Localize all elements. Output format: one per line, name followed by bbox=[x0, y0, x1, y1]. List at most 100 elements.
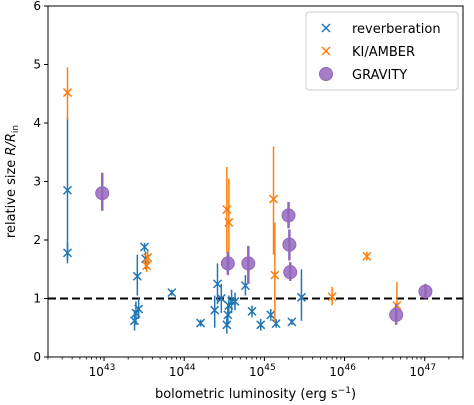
gravity-marker bbox=[418, 284, 433, 299]
x-marker bbox=[142, 261, 152, 271]
gravity-marker bbox=[282, 237, 297, 252]
y-tick-label: 1 bbox=[33, 292, 41, 306]
x-marker bbox=[132, 271, 142, 281]
legend-entry: KI/AMBER bbox=[321, 45, 415, 60]
data-point bbox=[296, 269, 306, 321]
y-tick-label: 0 bbox=[33, 350, 41, 364]
data-point bbox=[196, 318, 206, 328]
data-point bbox=[271, 318, 281, 329]
data-point bbox=[62, 67, 73, 121]
legend-label: GRAVITY bbox=[352, 68, 407, 83]
data-point bbox=[281, 201, 296, 229]
gravity-marker bbox=[220, 256, 235, 271]
data-point bbox=[220, 251, 235, 276]
x-marker bbox=[167, 288, 177, 298]
data-point bbox=[95, 172, 110, 211]
x-marker bbox=[223, 310, 233, 320]
data-point bbox=[389, 304, 404, 325]
gravity-marker bbox=[95, 186, 110, 201]
x-tick-exponent: 43 bbox=[104, 363, 115, 373]
legend-entry: GRAVITY bbox=[319, 67, 407, 83]
data-point bbox=[241, 245, 256, 284]
data-point bbox=[282, 229, 297, 261]
data-point bbox=[222, 166, 232, 253]
x-tick-exponent: 44 bbox=[184, 363, 196, 373]
x-marker bbox=[321, 46, 331, 56]
data-point bbox=[62, 242, 73, 264]
x-marker bbox=[270, 270, 280, 280]
x-tick-label: 1043 bbox=[89, 363, 116, 379]
data-point bbox=[222, 316, 232, 334]
data-point bbox=[283, 262, 298, 281]
legend: reverberation KI/AMBER GRAVITY bbox=[305, 11, 459, 91]
data-point bbox=[132, 254, 142, 296]
x-marker bbox=[62, 185, 73, 195]
y-tick-label: 4 bbox=[33, 116, 41, 130]
data-point bbox=[287, 317, 297, 327]
data-point bbox=[268, 146, 279, 255]
x-marker bbox=[230, 296, 240, 306]
x-marker bbox=[327, 292, 337, 302]
series-gravity bbox=[95, 172, 433, 325]
legend-box bbox=[305, 11, 459, 91]
x-tick-label: 1045 bbox=[249, 363, 276, 379]
x-tick-label: 1044 bbox=[169, 363, 196, 379]
data-point bbox=[140, 242, 150, 252]
x-tick-exponent: 46 bbox=[344, 363, 356, 373]
data-point bbox=[129, 310, 140, 331]
x-marker bbox=[140, 242, 150, 252]
data-point bbox=[266, 309, 276, 321]
legend-label: KI/AMBER bbox=[352, 45, 415, 60]
x-tick-label: 1046 bbox=[329, 363, 356, 379]
x-marker bbox=[62, 248, 73, 258]
data-point bbox=[62, 117, 73, 261]
gravity-marker bbox=[389, 307, 404, 322]
data-point bbox=[247, 305, 257, 318]
x-marker bbox=[212, 279, 223, 289]
x-marker bbox=[143, 253, 153, 263]
data-layer bbox=[62, 67, 433, 334]
x-marker bbox=[266, 310, 276, 320]
data-point bbox=[256, 318, 266, 331]
x-tick-exponent: 47 bbox=[425, 363, 436, 373]
x-marker bbox=[129, 316, 140, 326]
legend-entry: reverberation bbox=[321, 22, 441, 37]
gravity-marker bbox=[319, 67, 333, 81]
x-marker bbox=[134, 304, 144, 314]
x-marker bbox=[287, 317, 297, 327]
x-marker bbox=[362, 251, 372, 261]
data-point bbox=[134, 298, 144, 319]
x-tick-base: 10 bbox=[329, 365, 344, 379]
x-marker bbox=[62, 88, 73, 98]
x-tick-base: 10 bbox=[409, 365, 424, 379]
x-marker bbox=[224, 217, 234, 227]
data-point bbox=[418, 283, 433, 299]
data-point bbox=[270, 222, 280, 322]
x-marker bbox=[196, 318, 206, 328]
y-axis: 0 1 2 3 4 5 6 bbox=[33, 0, 48, 364]
series-ki-amber bbox=[62, 67, 402, 322]
data-point bbox=[362, 251, 372, 261]
y-tick-label: 3 bbox=[33, 175, 41, 189]
x-marker bbox=[216, 293, 226, 304]
y-axis-title-variable: R/R bbox=[4, 133, 19, 155]
data-point bbox=[142, 258, 152, 273]
x-marker bbox=[268, 194, 279, 204]
data-point bbox=[223, 304, 233, 325]
data-point bbox=[167, 288, 177, 298]
x-marker bbox=[256, 320, 266, 330]
x-axis-title: bolometric luminosity (erg s−1) bbox=[155, 386, 356, 402]
x-marker bbox=[296, 292, 306, 302]
data-point bbox=[212, 263, 223, 305]
y-axis-title: relative size R/Rin bbox=[4, 125, 21, 238]
y-tick-label: 5 bbox=[33, 58, 41, 72]
x-marker bbox=[247, 306, 257, 316]
gravity-marker bbox=[241, 256, 256, 271]
x-marker bbox=[321, 23, 331, 33]
legend-label: reverberation bbox=[352, 22, 441, 37]
gravity-marker bbox=[283, 265, 298, 280]
x-marker bbox=[210, 305, 220, 315]
x-tick-base: 10 bbox=[249, 365, 264, 379]
x-axis-title-superscript: −1 bbox=[338, 386, 351, 396]
